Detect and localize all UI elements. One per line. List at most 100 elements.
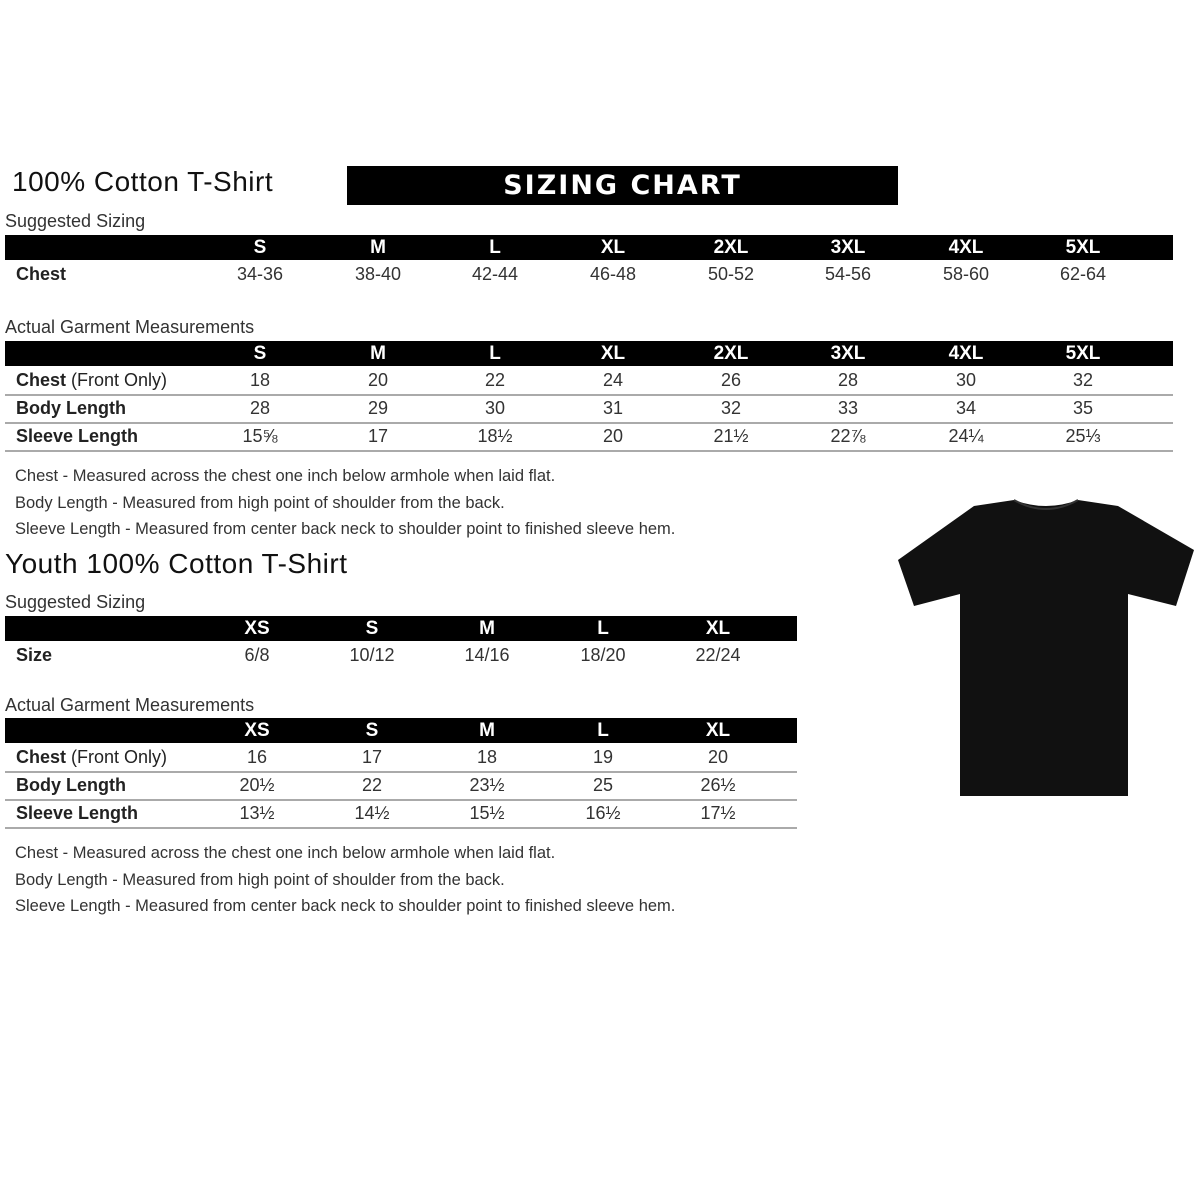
size-header: L <box>489 237 501 258</box>
table-cell: 24¼ <box>948 426 984 446</box>
size-header: L <box>489 343 501 364</box>
table-cell: 42-44 <box>471 264 519 284</box>
table-cell: 14½ <box>354 803 390 823</box>
size-header: 3XL <box>830 343 866 364</box>
size-header: 4XL <box>948 343 984 364</box>
row-label: Chest <box>16 264 66 285</box>
row-label-text: Chest <box>16 370 67 390</box>
table-cell: 18/20 <box>580 645 626 665</box>
table-cell: 15⅝ <box>242 426 278 446</box>
table-cell: 22 <box>484 370 506 390</box>
table-cell: 62-64 <box>1059 264 1107 284</box>
table-cell: 32 <box>1072 370 1094 390</box>
table-cell: 18½ <box>477 426 513 446</box>
row-label-text: Chest <box>16 264 67 284</box>
table-cell: 30 <box>955 370 977 390</box>
table-cell: 34 <box>955 398 977 418</box>
row-label: Body Length <box>16 775 126 796</box>
table-cell: 19 <box>592 747 614 767</box>
table-cell: 26½ <box>700 775 736 795</box>
page-title: 100% Cotton T-Shirt <box>12 166 274 197</box>
size-header-row: XS S M L XL <box>5 616 797 641</box>
size-header: 4XL <box>948 237 984 258</box>
section-label: Actual Garment Measurements <box>5 695 255 715</box>
section-label: Suggested Sizing <box>5 211 146 231</box>
table-cell: 16½ <box>585 803 621 823</box>
measurement-note: Chest - Measured across the chest one in… <box>15 467 556 485</box>
row-label-text: Body Length <box>16 775 126 795</box>
table-cell: 15½ <box>469 803 505 823</box>
table-cell: 29 <box>367 398 389 418</box>
table-cell: 14/16 <box>464 645 510 665</box>
row-label-text: Sleeve Length <box>16 803 139 823</box>
table-cell: 30 <box>484 398 506 418</box>
table-cell: 17 <box>367 426 389 446</box>
row-label-suffix: (Front Only) <box>66 370 168 390</box>
size-header-row: S M L XL 2XL 3XL 4XL 5XL <box>5 235 1173 260</box>
table-cell: 24 <box>602 370 624 390</box>
section-label: Actual Garment Measurements <box>5 317 255 337</box>
row-label-text: Sleeve Length <box>16 426 139 446</box>
size-header: 2XL <box>713 343 749 364</box>
table-row: Body Length 28 29 30 31 32 33 34 35 <box>5 394 1173 424</box>
row-label-text: Body Length <box>16 398 126 418</box>
row-label-text: Size <box>16 645 53 665</box>
measurement-note: Sleeve Length - Measured from center bac… <box>15 520 676 538</box>
table-cell: 20 <box>367 370 389 390</box>
table-cell: 32 <box>720 398 742 418</box>
table-cell: 28 <box>249 398 271 418</box>
measurement-note: Chest - Measured across the chest one in… <box>15 844 556 862</box>
size-header: M <box>479 618 495 639</box>
size-header: XS <box>244 618 270 639</box>
table-cell: 33 <box>837 398 859 418</box>
table-row: Size 6/8 10/12 14/16 18/20 22/24 <box>5 641 797 669</box>
table-cell: 23½ <box>469 775 505 795</box>
size-header: L <box>597 720 609 741</box>
table-cell: 58-60 <box>942 264 990 284</box>
size-header: S <box>365 720 379 741</box>
table-cell: 28 <box>837 370 859 390</box>
table-cell: 25⅓ <box>1065 426 1101 446</box>
table-cell: 22 <box>361 775 383 795</box>
row-label: Chest (Front Only) <box>16 747 167 768</box>
size-header: 5XL <box>1065 237 1101 258</box>
table-cell: 22⅞ <box>830 426 866 446</box>
section-title: Youth 100% Cotton T-Shirt <box>5 548 348 579</box>
table-cell: 13½ <box>239 803 275 823</box>
table-cell: 26 <box>720 370 742 390</box>
table-cell: 20 <box>707 747 729 767</box>
size-header: 5XL <box>1065 343 1101 364</box>
measurement-note: Body Length - Measured from high point o… <box>15 870 505 889</box>
table-row: Sleeve Length 15⅝ 17 18½ 20 21½ 22⅞ 24¼ 25⅓ <box>5 422 1173 452</box>
table-cell: 31 <box>602 398 624 418</box>
table-cell: 54-56 <box>824 264 872 284</box>
size-header: XS <box>244 720 270 741</box>
size-header: M <box>479 720 495 741</box>
measurement-note: Sleeve Length - Measured from center bac… <box>15 897 676 915</box>
row-label: Chest (Front Only) <box>16 370 167 391</box>
table-row: Body Length 20½ 22 23½ 25 26½ <box>5 771 797 801</box>
table-cell: 50-52 <box>707 264 755 284</box>
table-cell: 46-48 <box>589 264 637 284</box>
size-header-row: XS S M L XL <box>5 718 797 743</box>
size-header: XL <box>600 237 626 258</box>
row-label: Sleeve Length <box>16 426 138 447</box>
table-cell: 18 <box>476 747 498 767</box>
size-header-row: S M L XL 2XL 3XL 4XL 5XL <box>5 341 1173 366</box>
table-cell: 35 <box>1072 398 1094 418</box>
size-header: 3XL <box>830 237 866 258</box>
table-cell: 10/12 <box>349 645 395 665</box>
size-header: S <box>253 237 267 258</box>
table-cell: 6/8 <box>244 645 270 665</box>
table-row: Sleeve Length 13½ 14½ 15½ 16½ 17½ <box>5 799 797 829</box>
table-cell: 18 <box>249 370 271 390</box>
table-row: Chest (Front Only) 16 17 18 19 20 <box>5 743 797 773</box>
section-label: Suggested Sizing <box>5 592 146 612</box>
row-label: Size <box>16 645 52 666</box>
size-header: XL <box>600 343 626 364</box>
row-label-text: Chest <box>16 747 67 767</box>
table-cell: 21½ <box>713 426 749 446</box>
size-header: M <box>370 343 386 364</box>
row-label-suffix: (Front Only) <box>66 747 168 767</box>
row-label: Body Length <box>16 398 126 419</box>
